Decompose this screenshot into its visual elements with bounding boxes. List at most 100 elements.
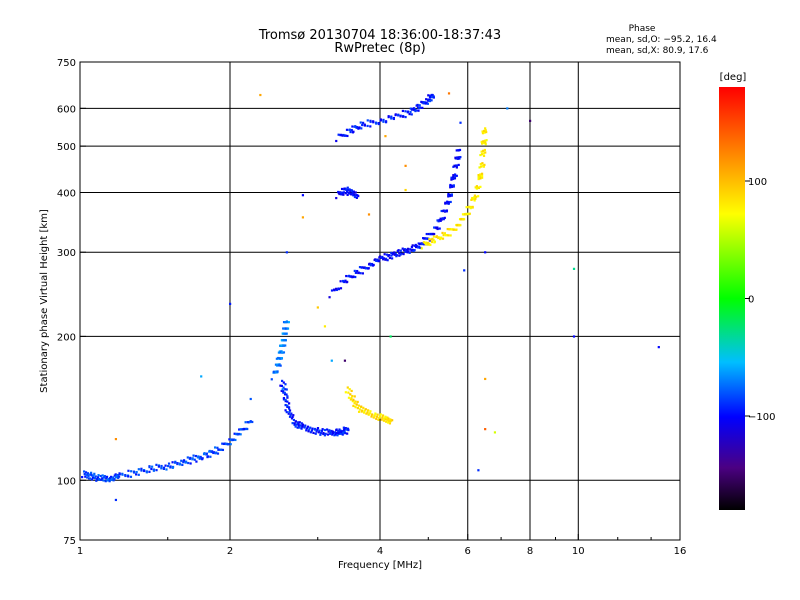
trace-point <box>111 477 114 480</box>
trace-point <box>322 432 325 435</box>
trace-point <box>384 418 387 421</box>
trace-point <box>282 391 285 394</box>
trace-point <box>249 420 252 423</box>
trace-point <box>468 205 471 208</box>
colorbar-tick-label: 100 <box>748 177 767 188</box>
trace-point <box>351 125 354 128</box>
trace-point <box>280 384 284 388</box>
trace-point <box>286 327 289 330</box>
scatter-point <box>572 267 576 270</box>
trace-point <box>385 420 388 423</box>
trace-point <box>344 432 347 435</box>
trace-point <box>100 478 103 481</box>
trace-point <box>345 428 348 431</box>
trace-point <box>349 130 352 134</box>
trace-point <box>102 476 106 479</box>
trace-point <box>475 185 478 188</box>
trace-point <box>346 134 349 138</box>
trace-point <box>456 224 459 227</box>
trace-point <box>454 156 457 159</box>
trace-point <box>481 142 484 145</box>
trace-point <box>364 267 367 270</box>
trace-point <box>457 156 460 159</box>
trace-point <box>290 417 294 420</box>
trace-point <box>386 418 389 422</box>
trace-point <box>483 129 486 133</box>
trace-point <box>353 395 356 398</box>
trace-point <box>286 395 289 398</box>
trace-point <box>274 370 277 373</box>
trace-point <box>445 209 449 212</box>
trace-point <box>288 415 292 418</box>
trace-point <box>452 228 455 231</box>
scatter-point <box>459 121 462 124</box>
trace-point <box>350 189 353 192</box>
trace-point <box>384 415 387 418</box>
trace-point <box>286 396 289 399</box>
trace-point <box>341 279 345 283</box>
trace-point <box>423 237 426 240</box>
trace-point <box>112 479 115 482</box>
trace-point <box>155 463 158 466</box>
trace-point <box>450 176 453 179</box>
trace-point <box>444 209 447 212</box>
trace-point <box>440 209 443 213</box>
trace-point <box>450 178 453 181</box>
trace-point <box>398 254 401 257</box>
x-tick-label: 16 <box>674 546 687 557</box>
trace-point <box>380 256 383 259</box>
trace-point <box>481 164 484 167</box>
trace-point <box>173 461 177 464</box>
scatter-point <box>301 216 305 219</box>
trace-point <box>235 432 238 436</box>
trace-point <box>286 405 289 408</box>
trace-point <box>482 154 486 158</box>
trace-point <box>335 429 338 432</box>
chart-subtitle: RwPretec (8p) <box>334 41 425 56</box>
trace-point <box>277 351 281 354</box>
trace-point <box>387 419 390 423</box>
trace-point <box>208 450 211 453</box>
trace-point <box>116 473 119 477</box>
trace-point <box>406 111 409 114</box>
trace-point <box>318 429 321 432</box>
trace-point <box>420 247 423 250</box>
trace-point <box>388 422 392 425</box>
trace-point <box>285 332 288 335</box>
trace-point <box>186 456 189 459</box>
trace-point <box>453 164 456 167</box>
trace-point <box>345 281 348 284</box>
trace-point <box>401 115 405 118</box>
trace-point <box>189 462 192 465</box>
trace-point <box>461 218 465 221</box>
trace-point <box>351 192 354 195</box>
trace-point <box>287 412 290 415</box>
trace-point <box>389 418 392 421</box>
trace-point <box>361 272 364 275</box>
trace-point <box>345 274 348 278</box>
trace-point <box>350 397 353 400</box>
trace-point <box>330 289 334 292</box>
trace-point <box>393 253 397 256</box>
trace-point <box>351 394 354 398</box>
trace-point <box>353 402 356 405</box>
trace-point <box>354 406 357 409</box>
trace-point <box>285 411 288 414</box>
colorbar-tick-label: −100 <box>748 412 775 423</box>
trace-point <box>143 469 146 473</box>
trace-point <box>378 256 381 259</box>
trace-point <box>413 244 416 247</box>
trace-point <box>171 466 174 469</box>
trace-point <box>355 403 358 406</box>
trace-point <box>135 470 138 474</box>
trace-point <box>280 350 283 353</box>
trace-point <box>88 473 91 476</box>
trace-point <box>367 409 370 412</box>
trace-point <box>357 271 360 275</box>
scatter-point <box>484 428 487 431</box>
trace-point <box>453 177 457 180</box>
scatter-point <box>484 251 487 254</box>
trace-point <box>282 381 285 384</box>
trace-point <box>91 476 95 479</box>
trace-point <box>366 411 369 414</box>
